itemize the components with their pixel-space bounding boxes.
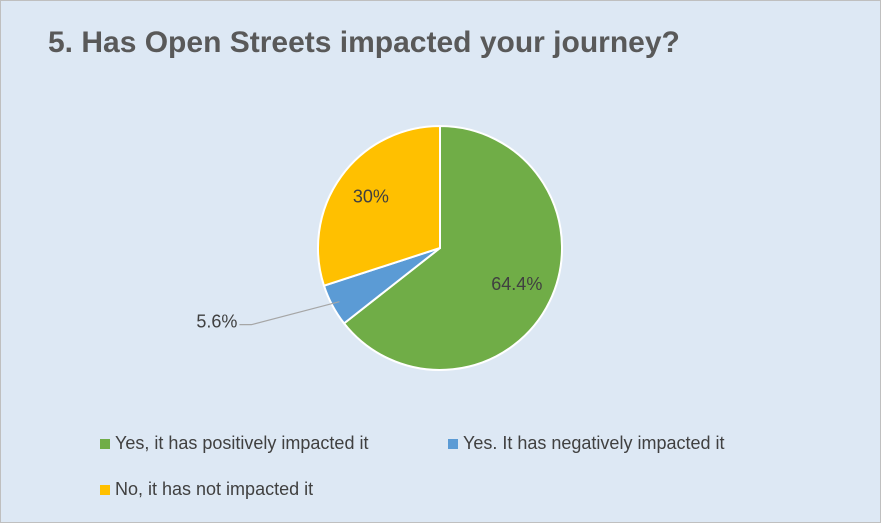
data-label: 30% [353,187,389,207]
chart-title: 5. Has Open Streets impacted your journe… [48,26,680,59]
legend-swatch [448,439,458,449]
leader-line [239,301,340,326]
data-label: 5.6% [196,311,237,331]
legend-swatch [100,439,110,449]
legend-label: Yes, it has positively impacted it [115,433,368,453]
legend-label: No, it has not impacted it [115,479,313,499]
legend-swatch [100,485,110,495]
data-label: 64.4% [491,274,542,294]
pie-slice [317,124,441,287]
pie-slice [342,124,563,371]
legend-label: Yes. It has negatively impacted it [463,433,724,453]
